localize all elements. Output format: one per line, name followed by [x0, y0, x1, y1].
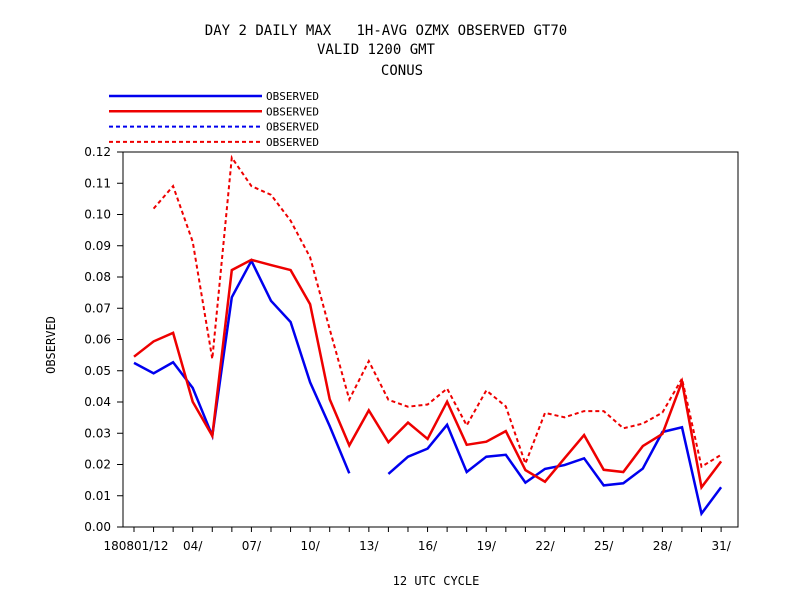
- x-tick-label: 180801/12: [103, 539, 168, 553]
- y-axis-label: OBSERVED: [44, 316, 58, 374]
- y-tick-label: 0.09: [84, 239, 111, 253]
- x-tick-label: 25/: [594, 539, 614, 553]
- y-tick-label: 0.05: [84, 364, 111, 378]
- y-tick-label: 0.00: [84, 520, 111, 534]
- plot-lines: [133, 154, 723, 517]
- chart-title: DAY 2 DAILY MAX 1H-AVG OZMX OBSERVED GT7…: [205, 23, 567, 39]
- y-axis: 0.00 0.01 0.02 0.03 0.04 0.05 0.06 0.07 0.08 0.09…: [84, 145, 123, 534]
- y-tick-label: 0.10: [84, 208, 111, 222]
- chart-region: CONUS: [381, 63, 423, 79]
- series-line-1: [387, 422, 723, 517]
- x-axis: 180801/12 04/07/10/13/16/19/22/25/28/31/: [103, 527, 732, 553]
- x-tick-label: 13/: [359, 539, 379, 553]
- x-tick-label: 31/: [711, 539, 731, 553]
- y-tick-label: 0.04: [84, 395, 111, 409]
- y-tick-label: 0.12: [84, 145, 111, 159]
- series-line-2: [133, 258, 723, 491]
- x-tick-label: 10/: [300, 539, 320, 553]
- y-tick-label: 0.01: [84, 489, 111, 503]
- y-tick-label: 0.07: [84, 301, 111, 315]
- legend-label-3: OBSERVED: [266, 121, 319, 134]
- x-tick-label: 22/: [535, 539, 555, 553]
- x-axis-label: 12 UTC CYCLE: [393, 574, 480, 588]
- legend: OBSERVED OBSERVED OBSERVED OBSERVED: [109, 90, 319, 149]
- y-tick-label: 0.03: [84, 426, 111, 440]
- legend-label-4: OBSERVED: [266, 136, 319, 149]
- series-line-1: [133, 258, 351, 474]
- plot-frame: [122, 151, 739, 528]
- x-tick-label: 19/: [477, 539, 497, 553]
- chart-subtitle: VALID 1200 GMT: [317, 42, 436, 58]
- y-tick-label: 0.08: [84, 270, 111, 284]
- y-tick-label: 0.11: [84, 176, 111, 190]
- x-tick-label: 28/: [653, 539, 673, 553]
- y-tick-label: 0.02: [84, 458, 111, 472]
- x-tick-label: 04/: [183, 539, 203, 553]
- series-line-4: [152, 154, 722, 469]
- x-tick-label: 07/: [242, 539, 262, 553]
- legend-label-2: OBSERVED: [266, 105, 319, 118]
- x-tick-label: 16/: [418, 539, 438, 553]
- legend-label-1: OBSERVED: [266, 90, 319, 103]
- y-tick-label: 0.06: [84, 333, 111, 347]
